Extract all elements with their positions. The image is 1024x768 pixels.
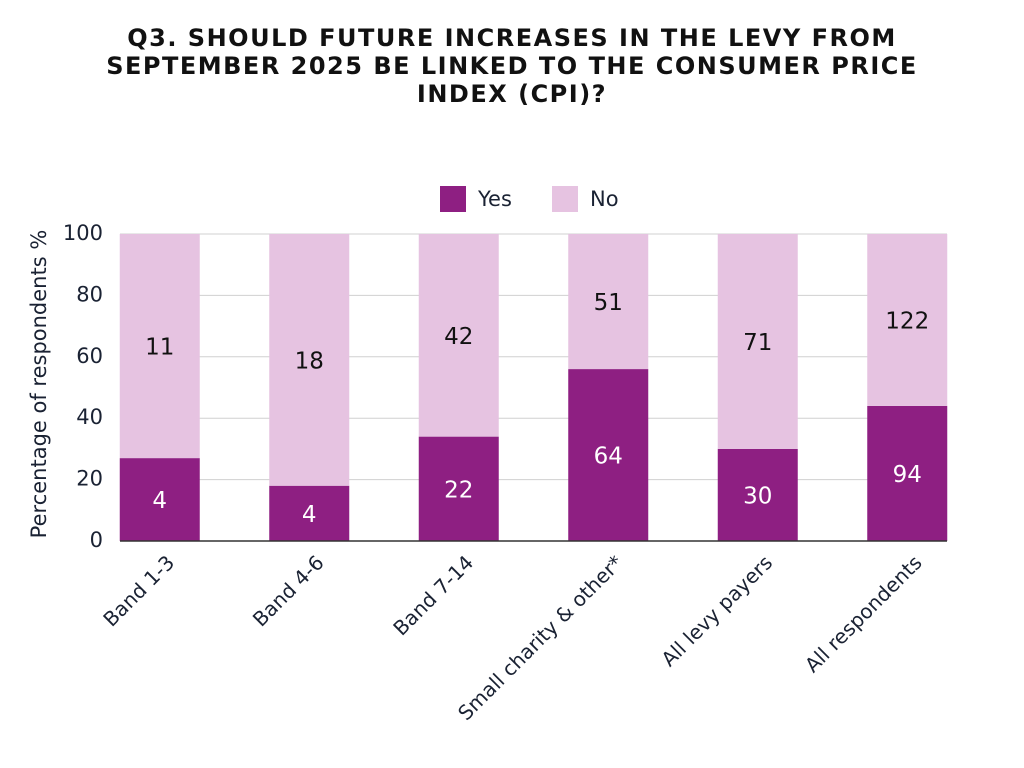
data-label: 30 bbox=[743, 483, 772, 509]
bar-segment bbox=[119, 458, 200, 541]
legend-label: Yes bbox=[477, 187, 512, 211]
data-label: 64 bbox=[594, 444, 623, 470]
data-label: 11 bbox=[145, 335, 174, 361]
data-label: 18 bbox=[295, 348, 324, 374]
data-label: 94 bbox=[893, 462, 922, 488]
x-tick-label: Band 7-14 bbox=[388, 550, 478, 640]
y-tick-label: 20 bbox=[76, 467, 103, 491]
x-tick-label: Band 1-3 bbox=[98, 550, 179, 631]
data-label: 42 bbox=[444, 324, 473, 350]
bar-segment bbox=[867, 405, 948, 541]
x-tick-label: All respondents bbox=[800, 550, 927, 677]
bar-segment bbox=[568, 369, 649, 541]
data-label: 4 bbox=[152, 488, 167, 514]
bar-segment bbox=[418, 234, 499, 437]
legend-label: No bbox=[590, 187, 619, 211]
data-label: 122 bbox=[885, 308, 929, 334]
bar-segment bbox=[269, 485, 350, 541]
data-label: 22 bbox=[444, 477, 473, 503]
data-label: 51 bbox=[594, 290, 623, 316]
y-axis-label: Percentage of respondents % bbox=[27, 230, 51, 539]
y-tick-label: 100 bbox=[63, 221, 103, 245]
bar-segment bbox=[867, 234, 948, 406]
bar-segment bbox=[269, 234, 350, 486]
chart-title: Q3. SHOULD FUTURE INCREASES IN THE LEVY … bbox=[106, 24, 918, 108]
data-label: 4 bbox=[302, 502, 317, 528]
x-tick-label: All levy payers bbox=[656, 550, 777, 671]
legend-swatch bbox=[552, 186, 578, 212]
data-label: 71 bbox=[743, 330, 772, 356]
y-tick-label: 40 bbox=[76, 405, 103, 429]
bar-segment bbox=[717, 448, 798, 541]
bar-segment bbox=[717, 234, 798, 449]
bar-segment bbox=[418, 436, 499, 541]
y-tick-label: 60 bbox=[76, 344, 103, 368]
legend-swatch bbox=[440, 186, 466, 212]
y-tick-label: 80 bbox=[76, 282, 103, 306]
x-tick-label: Band 4-6 bbox=[248, 550, 329, 631]
y-tick-label: 0 bbox=[90, 528, 103, 552]
x-tick-label: Small charity & other* bbox=[453, 550, 628, 725]
bar-segment bbox=[119, 234, 200, 459]
bar-segment bbox=[568, 234, 649, 370]
